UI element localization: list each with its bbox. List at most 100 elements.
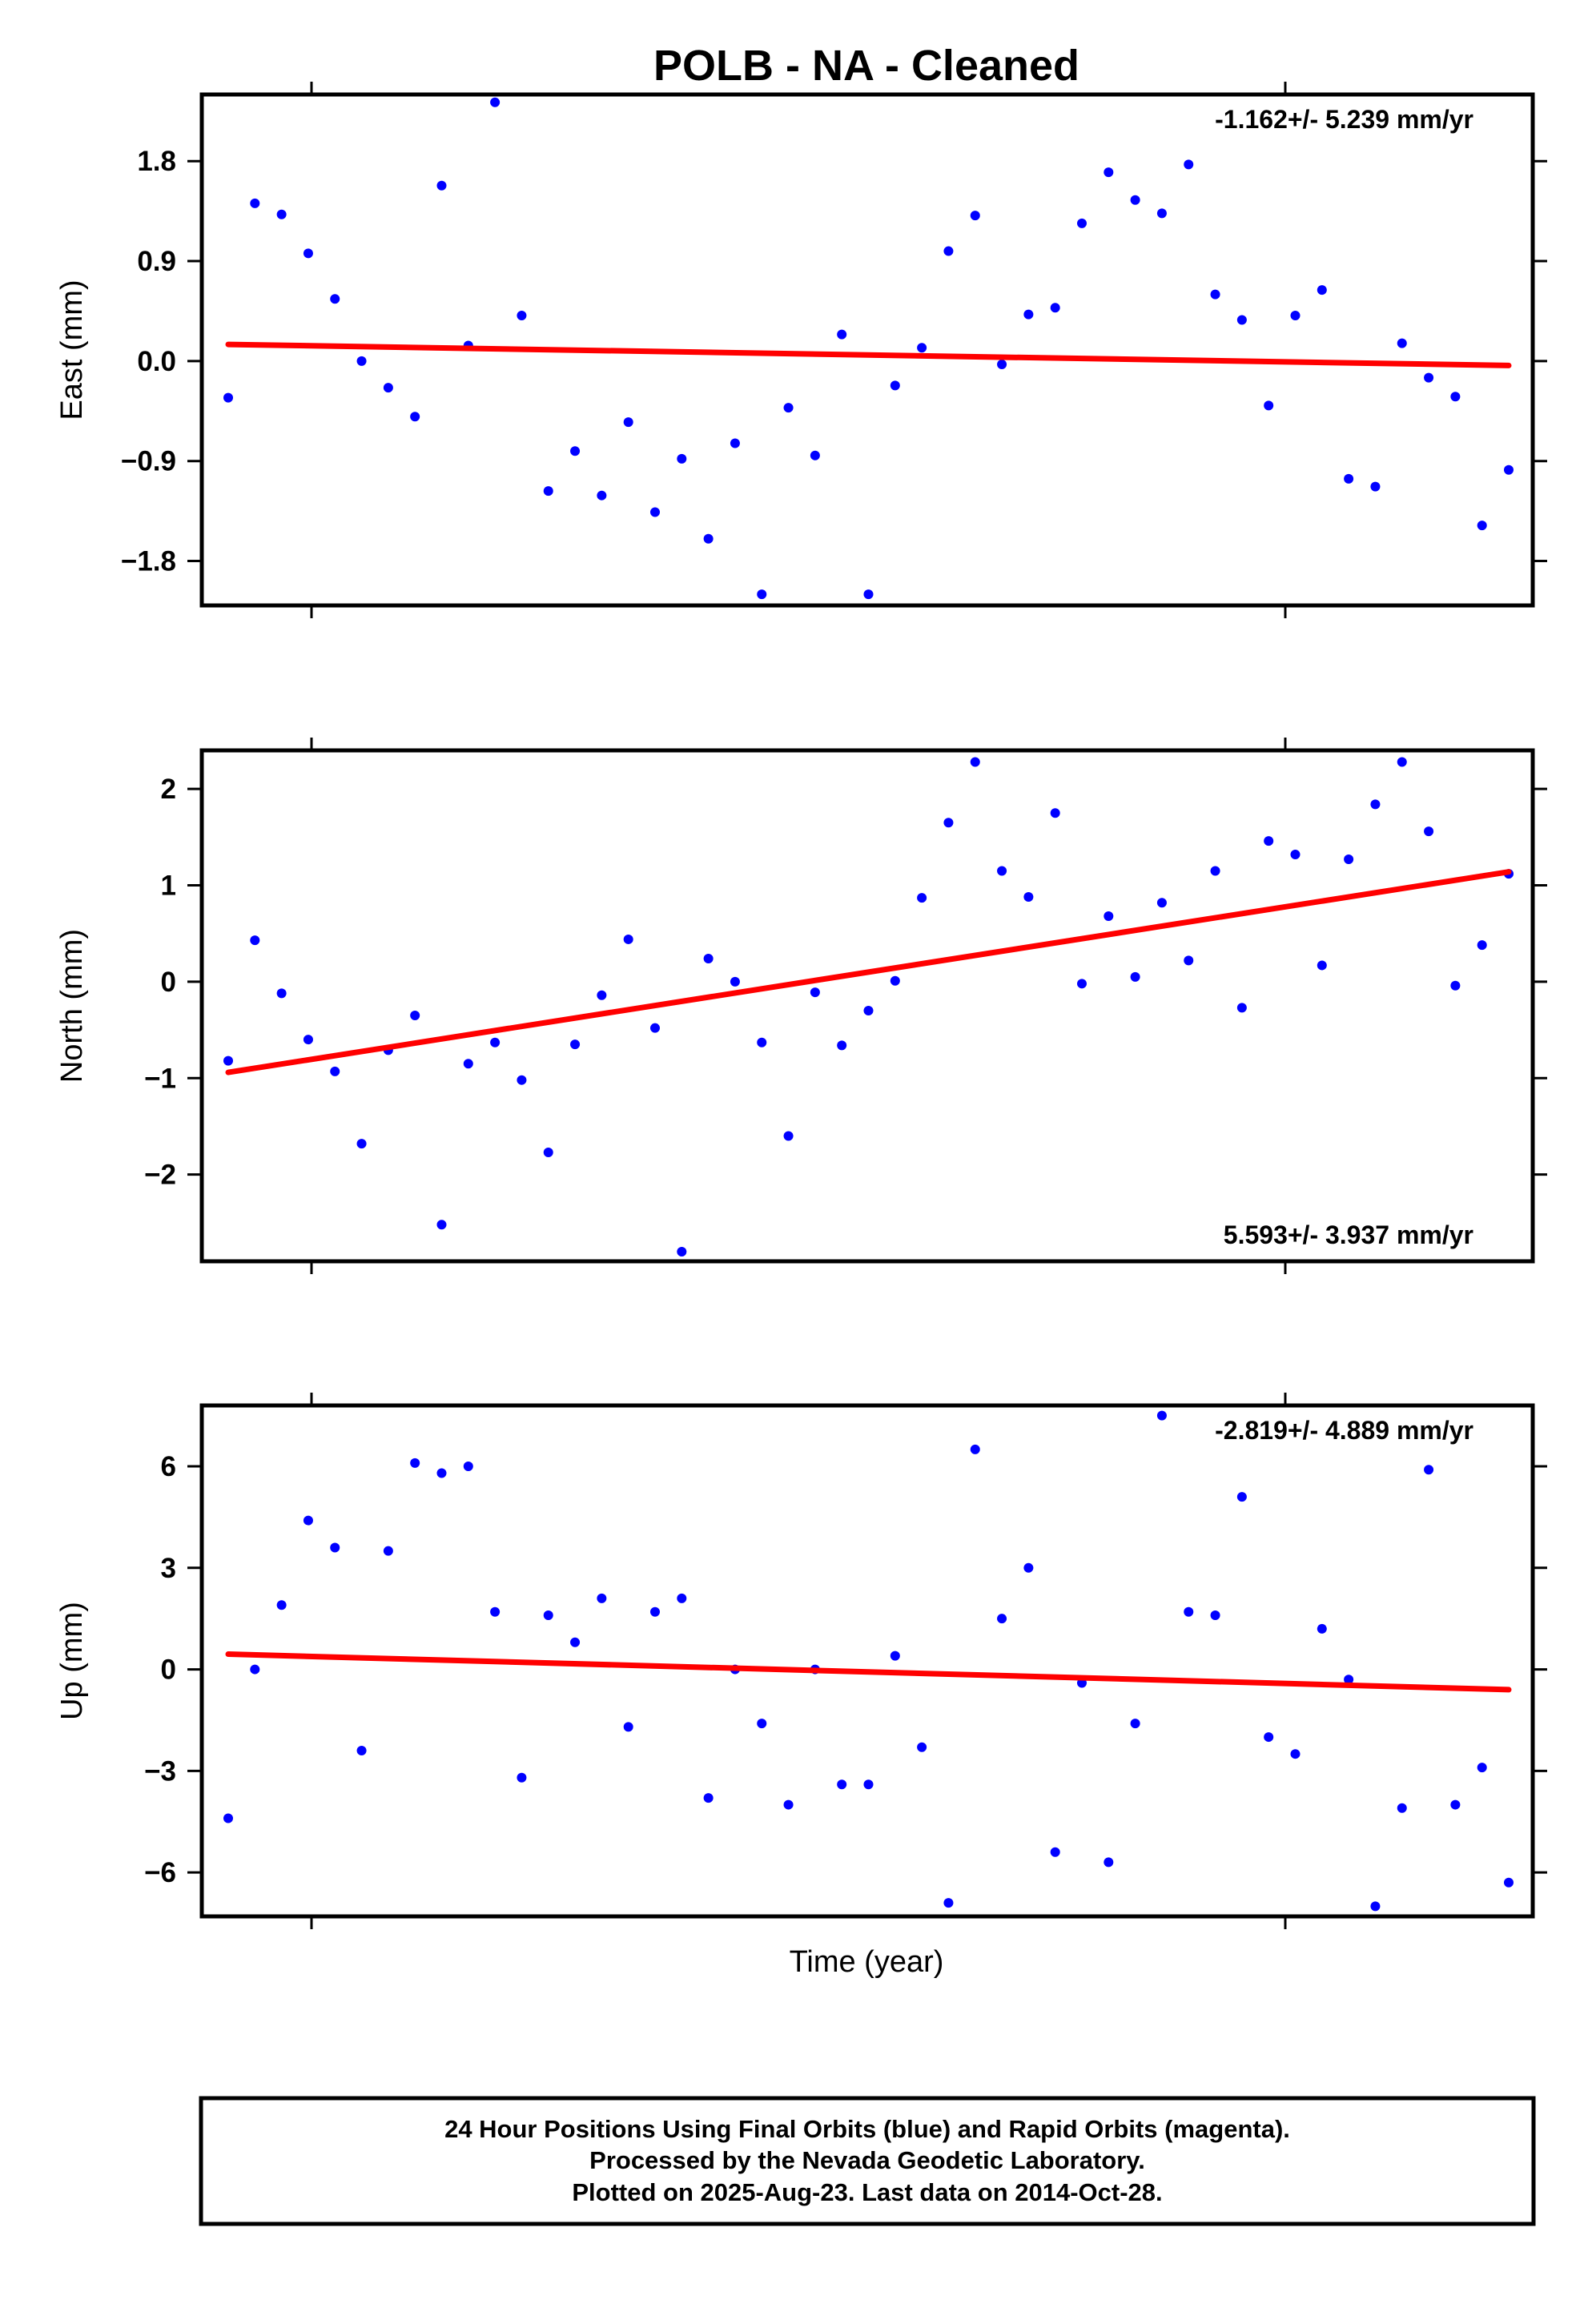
north-ytick-label: −2 — [144, 1160, 176, 1191]
east-data-point — [810, 450, 820, 460]
north-data-point — [463, 1059, 473, 1069]
east-data-point — [356, 356, 367, 366]
north-data-point — [1130, 971, 1140, 982]
up-data-point — [1104, 1857, 1114, 1868]
north-data-point — [837, 1040, 847, 1051]
up-data-point — [517, 1772, 527, 1783]
north-data-point — [223, 1055, 233, 1066]
north-data-point — [1477, 940, 1487, 951]
up-data-point — [890, 1651, 900, 1661]
east-data-point — [1477, 521, 1487, 531]
east-data-point — [1236, 315, 1247, 325]
up-ytick-label: −3 — [144, 1755, 176, 1787]
east-data-point — [1397, 338, 1407, 348]
east-plot-frame — [199, 92, 1535, 608]
up-data-point — [677, 1593, 687, 1603]
north-panel: −2 −1 0 1 2 North (mm) 5.593+/- 3.937 mm/yr — [55, 738, 1547, 1274]
east-data-point — [517, 311, 527, 321]
north-data-point — [943, 818, 954, 828]
east-data-point — [1504, 464, 1514, 475]
east-data-point — [250, 198, 260, 208]
east-panel: −1.8 −0.9 0.0 0.9 1.8 East (mm) -1.162+/- 5.23… — [55, 82, 1547, 618]
north-data-point — [410, 1011, 420, 1021]
up-data-point — [1477, 1763, 1487, 1773]
up-data-point — [276, 1600, 287, 1610]
east-ytick-label: −0.9 — [121, 446, 176, 477]
north-data-point — [703, 954, 714, 964]
up-data-point — [783, 1799, 794, 1810]
east-data-point — [1424, 372, 1434, 383]
north-data-point — [330, 1066, 340, 1076]
footer-box: 24 Hour Positions Using Final Orbits (bl… — [199, 2096, 1536, 2226]
east-data-point — [623, 417, 633, 428]
up-data-point — [356, 1745, 367, 1755]
east-data-point — [383, 383, 393, 393]
east-data-point — [757, 589, 767, 600]
north-data-point — [570, 1039, 581, 1050]
up-trend-line — [225, 1651, 1512, 1693]
north-data-point — [303, 1035, 313, 1045]
north-data-point — [677, 1246, 687, 1256]
north-y-axis-label: North (mm) — [55, 929, 89, 1083]
east-data-point — [490, 97, 501, 107]
east-data-point — [703, 533, 714, 544]
east-data-point — [1104, 167, 1114, 178]
east-ytick-label: 0.9 — [137, 246, 176, 277]
east-data-point — [677, 453, 687, 464]
up-data-point — [1156, 1410, 1167, 1421]
up-data-point — [1397, 1803, 1407, 1813]
up-data-point — [863, 1779, 874, 1790]
north-data-point — [1077, 979, 1087, 989]
east-data-point — [730, 438, 740, 448]
east-data-point — [783, 403, 794, 413]
north-data-point — [1290, 850, 1301, 860]
up-data-point — [917, 1742, 927, 1752]
north-data-point — [1210, 866, 1220, 876]
up-data-point — [383, 1546, 393, 1556]
up-data-point — [410, 1458, 420, 1468]
north-ytick-label: −1 — [144, 1063, 176, 1094]
east-data-point — [997, 360, 1007, 370]
north-data-point — [623, 934, 633, 944]
up-ytick-label: −6 — [144, 1857, 176, 1888]
east-data-point — [330, 294, 340, 304]
east-data-point — [303, 248, 313, 259]
north-ytick-label: 2 — [161, 774, 176, 805]
east-data-point — [410, 412, 420, 422]
up-data-point — [837, 1779, 847, 1790]
up-data-point — [436, 1468, 447, 1478]
north-data-point — [1424, 826, 1434, 837]
east-data-point — [917, 343, 927, 353]
up-data-point — [570, 1637, 581, 1647]
up-ytick-label: 3 — [161, 1553, 176, 1584]
north-data-point — [1370, 799, 1381, 810]
east-y-axis-label: East (mm) — [55, 279, 89, 420]
east-data-point — [1023, 309, 1034, 320]
north-rate-label: 5.593+/- 3.937 mm/yr — [1224, 1220, 1473, 1249]
up-data-point — [1184, 1606, 1194, 1617]
chart-title: POLB - NA - Cleaned — [653, 42, 1079, 90]
east-data-point — [436, 180, 447, 191]
east-ytick-label: 0.0 — [137, 346, 176, 377]
north-data-point — [783, 1131, 794, 1141]
up-data-point — [490, 1606, 501, 1617]
north-data-point — [970, 757, 980, 767]
north-data-point — [356, 1139, 367, 1149]
east-data-point — [570, 446, 581, 456]
north-data-point — [730, 976, 740, 987]
east-data-point — [1210, 289, 1220, 300]
east-data-point — [1264, 400, 1274, 411]
east-data-point — [1184, 159, 1194, 170]
footer-line-3: Plotted on 2025-Aug-23. Last data on 201… — [572, 2178, 1162, 2206]
north-data-point — [490, 1037, 501, 1047]
east-ytick-label: 1.8 — [137, 146, 176, 177]
north-data-point — [650, 1023, 660, 1033]
north-data-point — [1317, 960, 1327, 971]
north-data-point — [1236, 1003, 1247, 1013]
north-data-point — [543, 1147, 553, 1157]
north-ytick-label: 0 — [161, 967, 176, 998]
up-data-point — [597, 1593, 607, 1603]
up-data-point — [1344, 1675, 1354, 1685]
up-data-point — [1504, 1877, 1514, 1888]
east-data-point — [1130, 195, 1140, 205]
